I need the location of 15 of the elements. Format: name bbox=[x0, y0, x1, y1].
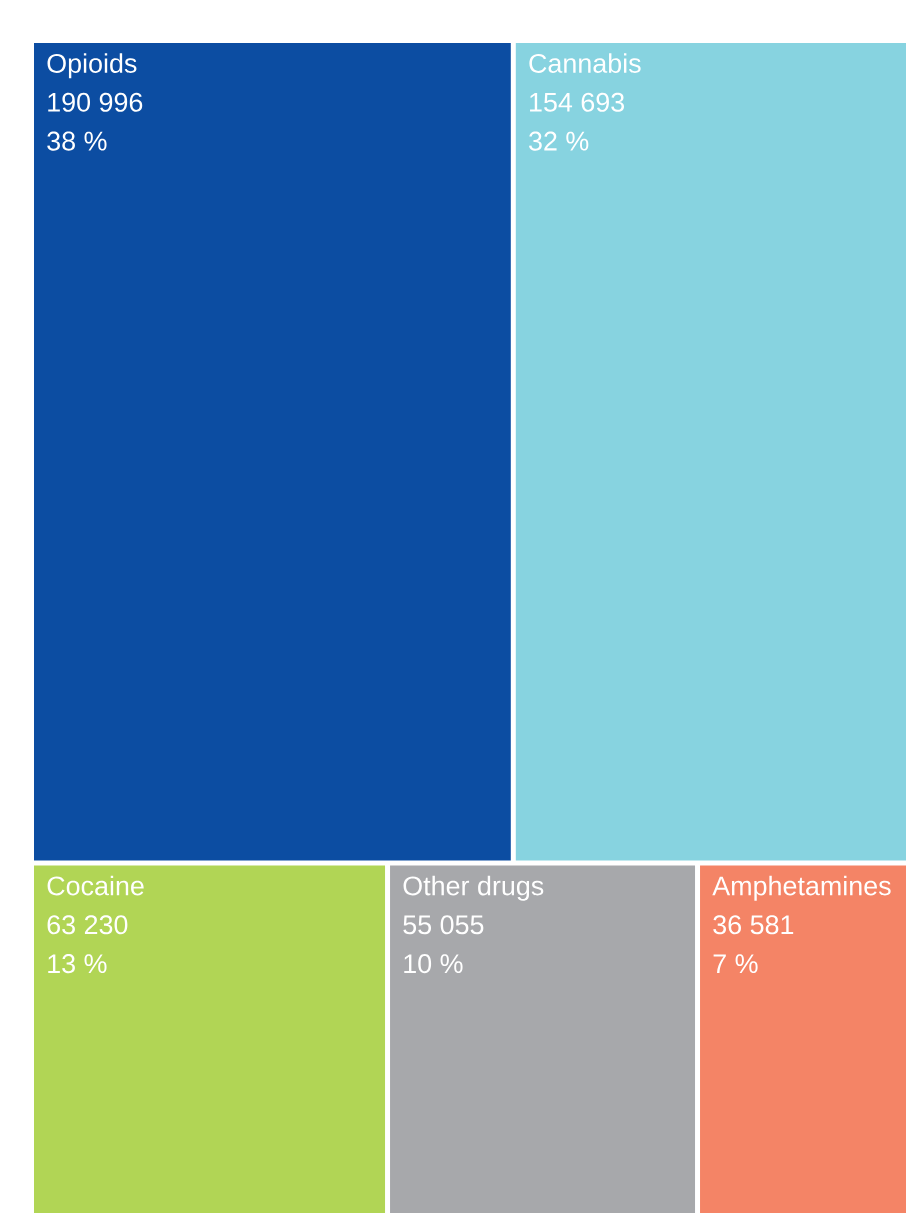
category-label: Opioids bbox=[47, 53, 137, 79]
category-label: Other drugs bbox=[403, 875, 544, 901]
data-label: 190 996 bbox=[48, 92, 143, 112]
data-label: 55 055 bbox=[403, 915, 484, 935]
data-label: 154 693 bbox=[530, 92, 625, 112]
data-label: 32 % bbox=[529, 131, 589, 151]
data-label: 63 230 bbox=[47, 915, 128, 935]
data-label: 10 % bbox=[404, 954, 463, 974]
data-label: 7 % bbox=[713, 954, 758, 974]
category-label: Cocaine bbox=[47, 875, 144, 896]
category-label: Amphetamines bbox=[712, 875, 891, 901]
data-label: 38 % bbox=[47, 131, 107, 151]
data-label: 13 % bbox=[48, 954, 107, 974]
data-label: 36 581 bbox=[713, 915, 794, 935]
category-label: Cannabis bbox=[529, 53, 641, 73]
